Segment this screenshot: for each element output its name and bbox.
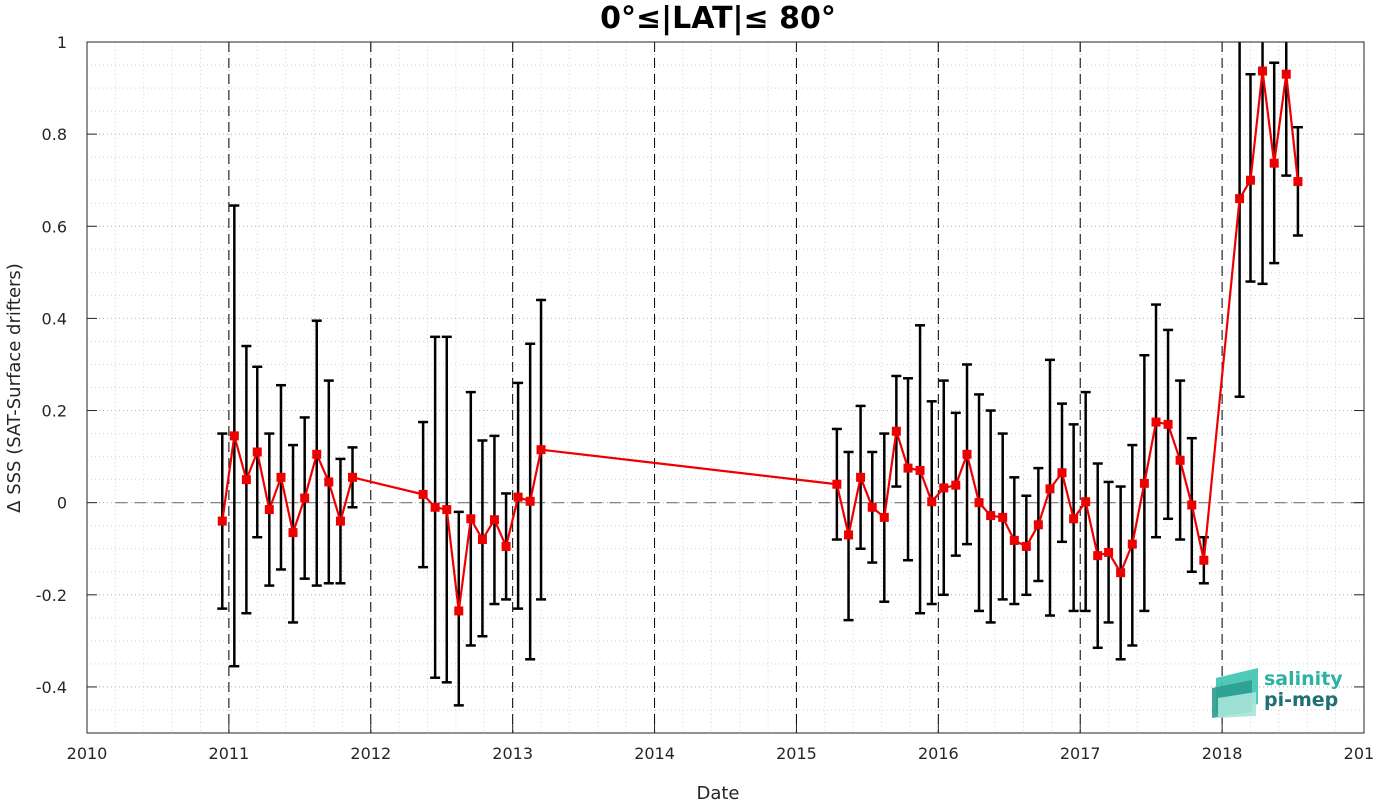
data-point-marker — [229, 431, 239, 441]
data-point-marker — [856, 472, 866, 482]
data-point-marker — [1269, 158, 1279, 168]
y-tick-label: 0.4 — [42, 309, 67, 328]
data-point-marker — [513, 492, 523, 502]
data-point-marker — [1187, 500, 1197, 510]
x-tick-label: 2011 — [209, 744, 250, 763]
data-point-marker — [1116, 568, 1126, 578]
data-point-marker — [1045, 484, 1055, 494]
y-tick-label: 0.8 — [42, 125, 67, 144]
x-tick-label: 2015 — [776, 744, 817, 763]
data-point-marker — [442, 505, 452, 515]
data-point-marker — [300, 493, 310, 503]
data-point-marker — [867, 502, 877, 512]
logo-wave-icon — [1212, 668, 1258, 718]
data-point-marker — [477, 535, 487, 545]
data-point-marker — [466, 514, 476, 524]
data-point-marker — [1127, 539, 1137, 549]
plot-frame — [86, 41, 1365, 734]
data-point-marker — [348, 472, 358, 482]
data-point-marker — [217, 516, 227, 526]
data-point-marker — [1258, 66, 1268, 76]
data-point-marker — [525, 496, 535, 506]
data-point-marker — [951, 480, 961, 490]
y-tick-label: 1 — [57, 33, 67, 52]
data-point-marker — [927, 497, 937, 507]
data-point-marker — [276, 472, 286, 482]
data-markers — [217, 66, 1303, 616]
data-point-marker — [832, 479, 842, 489]
data-point-marker — [903, 463, 913, 473]
x-axis-label: Date — [696, 783, 739, 801]
data-point-marker — [1199, 555, 1209, 565]
data-point-marker — [939, 483, 949, 493]
data-point-marker — [252, 447, 262, 457]
data-point-marker — [974, 498, 984, 508]
data-point-marker — [1235, 194, 1245, 204]
logo-text-pi-mep: pi-mep — [1264, 689, 1338, 711]
data-point-marker — [915, 465, 925, 475]
chart-title: 0°≤|LAT|≤ 80° — [600, 1, 836, 36]
reference-lines — [115, 42, 1364, 733]
data-point-marker — [324, 477, 334, 487]
data-point-marker — [288, 528, 298, 538]
data-point-marker — [1139, 478, 1149, 488]
x-tick-label: 2019 — [1344, 744, 1375, 763]
y-tick-label: 0 — [57, 494, 67, 513]
data-point-marker — [1033, 520, 1043, 530]
data-point-marker — [1104, 547, 1114, 557]
data-point-marker — [241, 475, 251, 485]
y-axis-label: Δ SSS (SAT-Surface drifters) — [4, 263, 25, 513]
data-point-marker — [536, 445, 546, 455]
x-tick-label: 2012 — [350, 744, 391, 763]
x-tick-label: 2013 — [492, 744, 533, 763]
salinity-pi-mep-logo: salinity pi-mep — [1212, 668, 1343, 718]
data-point-marker — [962, 449, 972, 459]
y-tick-label: 0.2 — [42, 402, 67, 421]
data-point-marker — [454, 606, 464, 616]
data-point-marker — [418, 489, 428, 499]
data-point-marker — [1009, 535, 1019, 545]
x-tick-label: 2017 — [1060, 744, 1101, 763]
data-point-marker — [1163, 419, 1173, 429]
data-point-marker — [891, 426, 901, 436]
data-point-marker — [1093, 551, 1103, 561]
data-point-marker — [501, 541, 511, 551]
grid-layer — [86, 41, 1365, 734]
data-point-marker — [264, 505, 274, 515]
x-tick-label: 2018 — [1202, 744, 1243, 763]
data-point-marker — [1081, 497, 1091, 507]
y-tick-label: 0.6 — [42, 217, 67, 236]
x-tick-label: 2014 — [634, 744, 675, 763]
data-point-marker — [1057, 468, 1067, 478]
data-point-marker — [1151, 417, 1161, 427]
data-point-marker — [335, 516, 345, 526]
data-point-marker — [430, 502, 440, 512]
data-point-marker — [1281, 69, 1291, 79]
data-point-marker — [998, 512, 1008, 522]
x-tick-labels: 2010 2011 2012 2013 2014 2015 2016 2017 2018 2019 — [67, 744, 1375, 763]
y-tick-label: -0.2 — [36, 586, 67, 605]
data-point-marker — [1021, 541, 1031, 551]
axes-frame — [86, 41, 1365, 734]
x-tick-label: 2016 — [918, 744, 959, 763]
y-tick-label: -0.4 — [36, 678, 67, 697]
data-point-marker — [1293, 177, 1303, 187]
data-point-marker — [879, 512, 889, 522]
logo-text-salinity: salinity — [1264, 668, 1343, 690]
error-bars — [217, 42, 1303, 707]
y-tick-labels: -0.4 -0.2 0 0.2 0.4 0.6 0.8 1 — [36, 33, 67, 697]
data-point-marker — [986, 511, 996, 521]
data-point-marker — [312, 449, 322, 459]
data-point-marker — [489, 515, 499, 525]
data-point-marker — [844, 530, 854, 540]
data-point-marker — [1175, 455, 1185, 465]
x-tick-label: 2010 — [67, 744, 108, 763]
data-point-marker — [1069, 514, 1079, 524]
data-point-marker — [1245, 175, 1255, 185]
